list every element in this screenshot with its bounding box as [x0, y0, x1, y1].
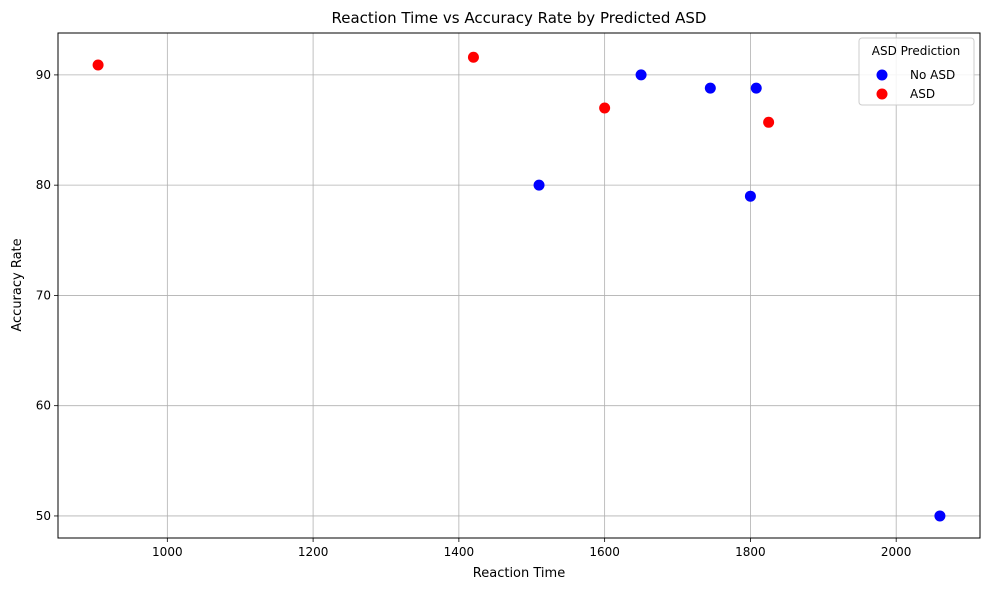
- point-no-asd: [635, 69, 647, 81]
- data-points: [92, 51, 946, 522]
- x-tick-label: 1000: [152, 545, 183, 559]
- chart-title: Reaction Time vs Accuracy Rate by Predic…: [332, 9, 707, 27]
- point-no-asd: [750, 82, 762, 94]
- plot-frame: [57, 32, 981, 539]
- legend-label-no-asd: No ASD: [910, 68, 955, 82]
- grid: [58, 33, 980, 538]
- point-asd: [92, 59, 104, 71]
- y-tick-label: 90: [36, 68, 51, 82]
- point-asd: [599, 102, 611, 114]
- point-no-asd: [934, 510, 946, 522]
- legend-label-asd: ASD: [910, 87, 935, 101]
- y-tick-label: 60: [36, 399, 51, 413]
- axis-ticks: 1000 1200 1400 1600 1800 2000 50 60 70 80 90: [36, 68, 912, 559]
- y-tick-label: 80: [36, 178, 51, 192]
- legend-marker-no-asd: [876, 69, 888, 81]
- y-tick-label: 70: [36, 288, 51, 302]
- point-no-asd: [533, 179, 545, 191]
- x-tick-label: 1800: [735, 545, 766, 559]
- legend-marker-asd: [876, 88, 888, 100]
- x-tick-label: 2000: [881, 545, 912, 559]
- point-no-asd: [744, 190, 756, 202]
- x-tick-label: 1600: [589, 545, 620, 559]
- point-asd: [763, 116, 775, 128]
- point-no-asd: [704, 82, 716, 94]
- legend-title: ASD Prediction: [872, 44, 961, 58]
- legend: ASD Prediction No ASD ASD: [858, 37, 975, 106]
- x-tick-label: 1200: [298, 545, 329, 559]
- legend-frame: [858, 37, 975, 106]
- x-tick-label: 1400: [444, 545, 475, 559]
- y-tick-label: 50: [36, 509, 51, 523]
- point-asd: [467, 51, 479, 63]
- x-axis-label: Reaction Time: [473, 566, 565, 581]
- legend-entries: No ASD ASD: [876, 68, 955, 101]
- y-axis-label: Accuracy Rate: [10, 238, 25, 331]
